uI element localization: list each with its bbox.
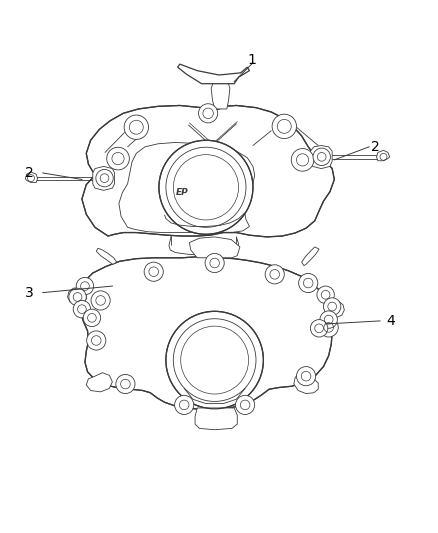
Text: 3: 3 — [25, 286, 34, 300]
Polygon shape — [86, 373, 113, 392]
Text: 1: 1 — [247, 53, 256, 67]
Polygon shape — [79, 257, 332, 409]
Polygon shape — [325, 301, 344, 318]
Polygon shape — [25, 172, 38, 182]
Circle shape — [96, 169, 113, 187]
Text: 4: 4 — [387, 314, 395, 328]
Circle shape — [313, 148, 330, 166]
Circle shape — [236, 395, 254, 415]
Circle shape — [320, 311, 337, 328]
Circle shape — [76, 277, 94, 295]
Circle shape — [299, 273, 318, 293]
Circle shape — [291, 149, 314, 171]
Circle shape — [91, 291, 110, 310]
Polygon shape — [302, 247, 319, 265]
Circle shape — [205, 254, 224, 272]
Circle shape — [311, 320, 328, 337]
Circle shape — [73, 301, 91, 318]
Circle shape — [159, 140, 253, 235]
Polygon shape — [82, 106, 334, 237]
Circle shape — [166, 311, 263, 409]
Polygon shape — [311, 146, 332, 168]
Circle shape — [116, 375, 135, 393]
Text: 2: 2 — [371, 140, 380, 154]
Polygon shape — [96, 248, 117, 264]
Circle shape — [317, 286, 334, 303]
Polygon shape — [93, 166, 115, 190]
Polygon shape — [294, 373, 318, 393]
Circle shape — [323, 298, 341, 315]
Circle shape — [198, 104, 218, 123]
Circle shape — [69, 288, 86, 305]
Circle shape — [87, 331, 106, 350]
Text: EP: EP — [176, 188, 188, 197]
Circle shape — [319, 318, 338, 337]
Polygon shape — [189, 237, 240, 258]
Polygon shape — [178, 64, 250, 84]
Circle shape — [272, 114, 297, 139]
Circle shape — [124, 115, 148, 140]
Text: 2: 2 — [25, 166, 34, 180]
Circle shape — [144, 262, 163, 281]
Polygon shape — [67, 287, 86, 305]
Circle shape — [297, 367, 316, 386]
Polygon shape — [195, 408, 237, 430]
Circle shape — [175, 395, 194, 415]
Polygon shape — [211, 77, 230, 109]
Polygon shape — [377, 150, 390, 161]
Circle shape — [83, 309, 101, 327]
Circle shape — [265, 265, 284, 284]
Circle shape — [107, 147, 129, 170]
